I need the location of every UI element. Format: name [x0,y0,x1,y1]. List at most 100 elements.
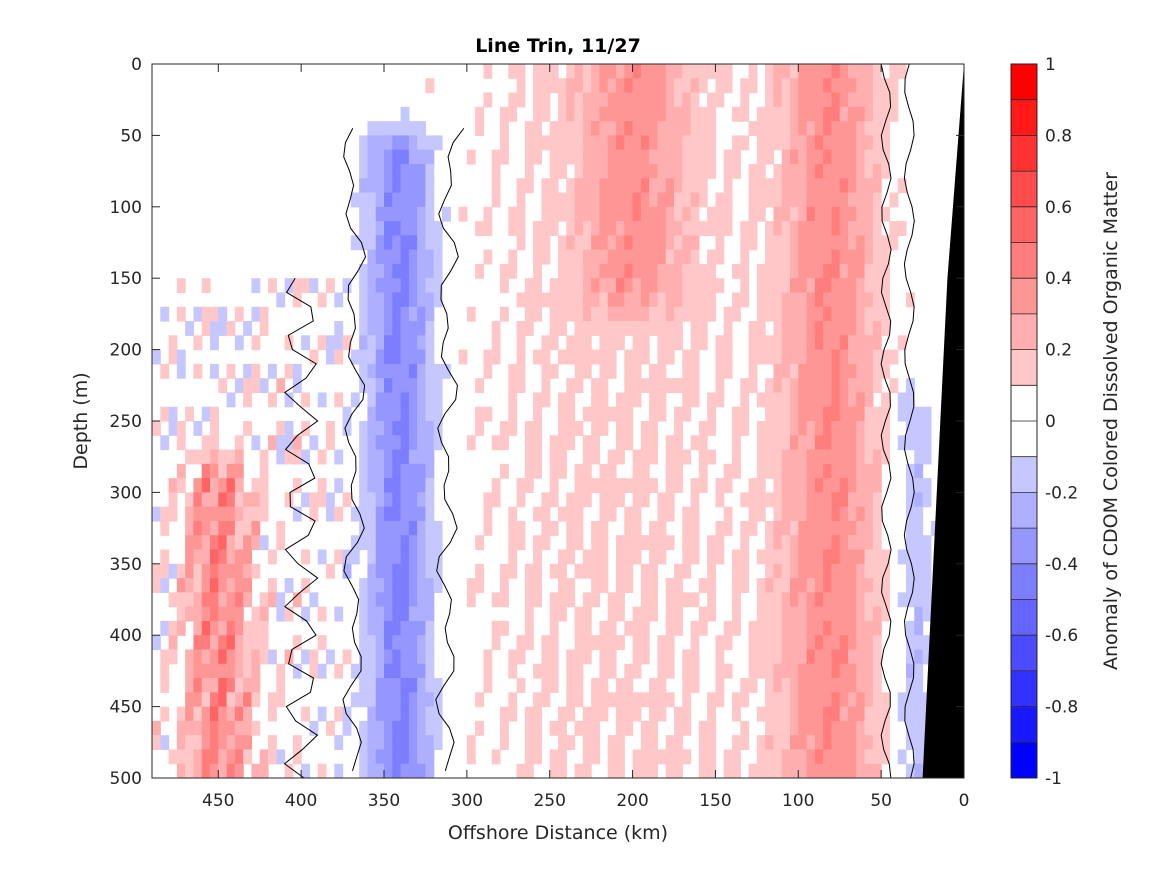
heat-cell [781,249,791,265]
heat-cell [914,592,924,608]
heat-cell [831,563,841,579]
heat-cell [698,64,708,79]
heat-cell [574,635,584,651]
heat-cell [814,706,824,722]
heat-cell [234,620,244,636]
heat-cell [301,549,311,565]
heat-cell [632,706,642,722]
heat-cell [533,749,543,765]
heat-cell [781,449,791,465]
heat-cell [317,292,327,308]
heat-cell [408,478,418,493]
heat-cell [524,749,534,765]
heat-cell [616,149,625,165]
heat-cell [781,221,791,236]
heat-cell [864,606,874,622]
heat-cell [856,92,866,108]
heat-cell [541,535,551,551]
heat-cell [425,478,435,493]
heat-cell [781,121,791,136]
heat-cell [640,92,650,108]
heat-cell [524,763,534,778]
heat-cell [806,663,816,679]
heat-cell [392,678,402,693]
heat-cell [715,692,725,708]
heat-cell [715,278,725,294]
heat-cell [400,363,410,379]
heat-cell [251,635,261,651]
heat-cell [823,349,833,365]
heat-cell [765,263,775,279]
heat-cell [872,506,882,522]
heat-cell [309,663,319,679]
heat-cell [856,720,866,736]
heat-cell [375,249,385,265]
heat-cell [881,363,891,379]
heat-cell [392,335,402,351]
heat-cell [674,278,683,294]
heat-cell [632,306,642,322]
heat-cell [433,435,443,451]
heat-cell [674,435,683,451]
heat-cell [607,92,617,108]
heat-cell [914,706,924,722]
heat-cell [856,249,866,265]
heat-cell [707,549,717,565]
heat-cell [176,349,186,365]
heat-cell [400,435,410,451]
heat-cell [773,221,783,236]
heat-cell [226,463,236,479]
heat-cell [400,478,410,493]
heat-cell [632,292,642,308]
heat-cell [384,149,393,165]
heat-cell [392,406,402,422]
heat-cell [533,535,543,551]
heat-cell [243,421,253,436]
heat-cell [831,92,841,108]
heat-cell [599,463,609,479]
heat-cell [856,635,866,651]
heat-cell [872,235,882,251]
heat-cell [433,706,443,722]
heat-cell [185,592,195,608]
heat-cell [417,135,427,151]
heat-cell [607,64,617,79]
heat-cell [897,435,907,451]
heat-cell [889,78,899,94]
heat-cell [483,506,493,522]
heat-cell [433,363,443,379]
heat-cell [781,292,791,308]
heat-cell [384,449,393,465]
heat-cell [682,349,692,365]
heat-cell [616,192,625,208]
heat-cell [400,235,410,251]
heat-cell [856,378,866,394]
heat-cell [508,64,518,79]
heat-cell [814,206,824,222]
heat-cell [218,520,228,536]
heat-cell [375,421,385,436]
heat-cell [814,406,824,422]
heat-cell [740,549,750,565]
heat-cell [359,749,369,765]
heat-cell [657,178,667,194]
heat-cell [864,235,874,251]
heat-cell [632,692,642,708]
heat-cell [732,606,741,622]
heat-cell [657,278,667,294]
heat-cell [715,478,725,493]
heat-cell [848,78,857,94]
heat-cell [748,192,758,208]
heat-cell [839,635,849,651]
heat-cell [624,192,634,208]
heat-cell [408,121,418,136]
heat-cell [665,163,675,179]
heat-cell [442,363,451,379]
heat-cell [798,335,808,351]
heat-cell [350,549,360,565]
heat-cell [690,135,700,151]
heat-cell [657,678,667,693]
heat-cell [649,121,659,136]
heat-cell [367,506,377,522]
heat-cell [657,520,667,536]
